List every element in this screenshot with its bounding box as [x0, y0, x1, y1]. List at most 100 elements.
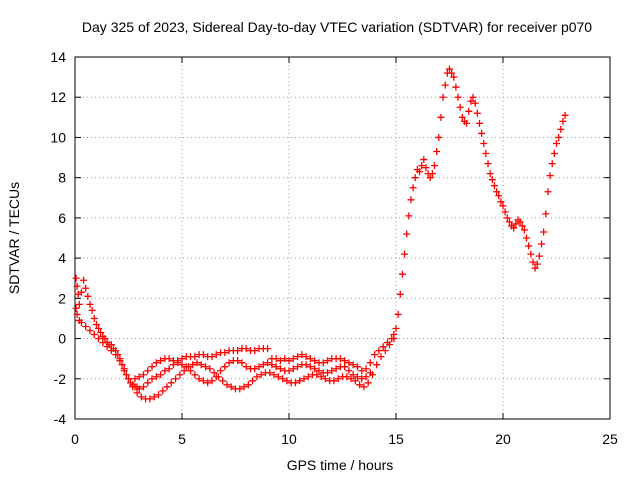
data-point	[439, 93, 447, 101]
data-point	[101, 335, 109, 343]
data-point	[317, 373, 325, 381]
data-point	[411, 174, 419, 182]
data-point	[144, 379, 152, 387]
data-point	[454, 93, 462, 101]
data-point	[300, 375, 308, 383]
data-point	[159, 387, 167, 395]
data-point	[488, 176, 496, 184]
data-point	[555, 133, 563, 141]
data-point	[234, 347, 242, 355]
data-point	[253, 373, 261, 381]
data-point	[306, 355, 314, 363]
data-point	[244, 381, 252, 389]
data-point	[77, 288, 85, 296]
data-point	[157, 357, 165, 365]
data-point	[92, 320, 100, 328]
x-tick-label: 5	[178, 431, 186, 447]
data-point	[553, 139, 560, 147]
data-point	[377, 353, 385, 361]
data-point	[324, 369, 332, 377]
data-point	[452, 83, 460, 91]
data-point	[401, 250, 409, 258]
grid	[75, 57, 610, 419]
data-point	[103, 343, 111, 351]
data-point	[268, 361, 276, 369]
data-point	[510, 224, 518, 232]
data-point	[135, 385, 143, 393]
data-point	[116, 357, 124, 365]
data-point	[403, 230, 411, 238]
data-point	[285, 367, 293, 375]
y-tick-label: -4	[54, 411, 67, 427]
data-point	[343, 373, 351, 381]
data-point	[341, 363, 349, 371]
data-point	[240, 383, 248, 391]
data-point	[379, 343, 387, 351]
data-point	[97, 329, 105, 337]
data-point	[523, 234, 531, 242]
data-point	[409, 184, 417, 192]
data-point	[353, 373, 361, 381]
data-point	[371, 351, 379, 359]
data-point	[285, 357, 293, 365]
data-point	[135, 373, 143, 381]
y-tick-label: 14	[50, 49, 66, 65]
data-point	[242, 345, 250, 353]
data-point	[557, 125, 565, 133]
data-point	[204, 379, 212, 387]
x-tick-label: 15	[388, 431, 404, 447]
data-point	[294, 353, 302, 361]
data-point	[80, 276, 88, 284]
data-point	[336, 355, 344, 363]
plot-frame	[74, 56, 611, 420]
data-point	[533, 260, 541, 268]
data-point	[351, 377, 359, 385]
data-point	[465, 107, 473, 115]
data-point	[88, 306, 96, 314]
x-tick-label: 25	[602, 431, 618, 447]
data-point	[163, 383, 171, 391]
data-point	[139, 371, 147, 379]
data-point	[505, 218, 513, 226]
data-point	[433, 148, 441, 156]
data-point	[187, 367, 195, 375]
data-point	[296, 377, 304, 385]
data-point	[86, 327, 94, 335]
data-point	[112, 351, 120, 359]
data-point	[518, 222, 526, 230]
data-point	[107, 347, 115, 355]
data-point	[353, 363, 361, 371]
data-point	[176, 371, 184, 379]
data-point	[398, 270, 406, 278]
data-point	[561, 111, 569, 119]
data-point	[294, 363, 302, 371]
data-point	[208, 353, 216, 361]
data-point	[154, 391, 162, 399]
data-point	[234, 357, 242, 365]
data-point	[529, 258, 537, 266]
data-point	[475, 119, 483, 127]
data-point	[441, 81, 449, 89]
data-point	[345, 367, 353, 375]
data-point	[450, 73, 458, 81]
data-point	[157, 371, 165, 379]
y-tick-label: 0	[58, 331, 66, 347]
data-point	[73, 282, 81, 290]
data-point	[99, 339, 107, 347]
data-point	[420, 156, 428, 164]
data-point	[392, 325, 400, 332]
data-point	[319, 359, 327, 367]
x-axis-label: GPS time / hours	[287, 457, 394, 473]
data-point	[139, 383, 147, 391]
data-point	[191, 353, 199, 361]
data-point	[345, 359, 353, 367]
data-point	[422, 164, 430, 172]
data-point	[172, 375, 180, 383]
data-point	[356, 381, 364, 389]
data-point	[394, 310, 402, 318]
data-point	[418, 162, 426, 170]
data-point	[272, 355, 280, 363]
data-point	[82, 322, 90, 330]
data-point	[495, 192, 503, 200]
